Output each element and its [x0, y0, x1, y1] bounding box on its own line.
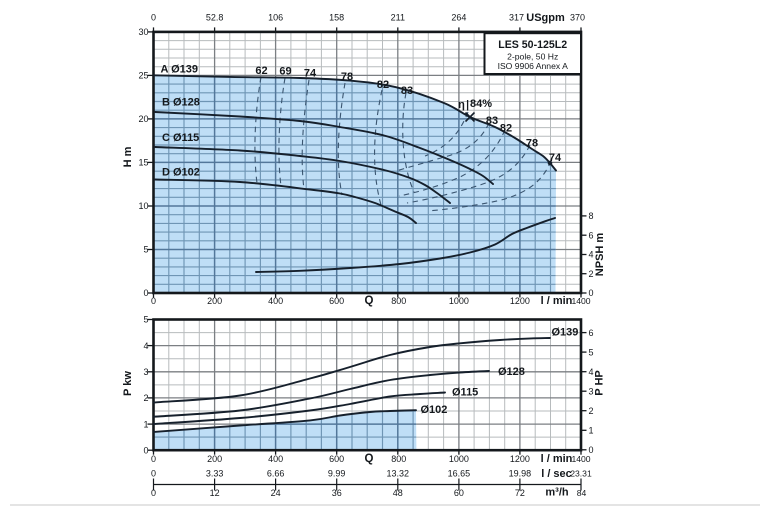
svg-text:82: 82	[377, 79, 389, 91]
svg-text:78: 78	[341, 71, 353, 83]
svg-text:0: 0	[589, 445, 594, 455]
svg-text:NPSH m: NPSH m	[594, 233, 606, 277]
svg-text:6.66: 6.66	[267, 468, 285, 478]
svg-text:74: 74	[549, 152, 562, 164]
svg-text:l / min: l / min	[541, 295, 573, 307]
svg-text:264: 264	[451, 13, 466, 23]
svg-text:0: 0	[151, 468, 156, 478]
svg-text:19.98: 19.98	[509, 468, 532, 478]
svg-text:83: 83	[486, 115, 498, 127]
svg-text:25: 25	[138, 71, 148, 81]
svg-text:36: 36	[332, 488, 342, 498]
svg-text:158: 158	[329, 13, 344, 23]
svg-text:1200: 1200	[510, 454, 530, 464]
svg-text:Q: Q	[365, 295, 374, 307]
svg-text:2: 2	[589, 269, 594, 279]
svg-text:370: 370	[570, 13, 585, 23]
svg-text:3.33: 3.33	[206, 468, 224, 478]
svg-text:B Ø128: B Ø128	[162, 97, 200, 109]
svg-text:LES 50-125L2: LES 50-125L2	[498, 39, 567, 51]
svg-text:Ø128: Ø128	[498, 366, 525, 378]
svg-text:1400: 1400	[571, 296, 590, 306]
svg-text:52.8: 52.8	[206, 13, 224, 23]
svg-text:62: 62	[255, 65, 267, 77]
svg-text:USgpm: USgpm	[526, 12, 565, 24]
svg-text:5: 5	[143, 245, 148, 255]
svg-text:1000: 1000	[449, 296, 469, 306]
svg-text:Ø115: Ø115	[452, 387, 478, 399]
svg-text:3: 3	[143, 367, 148, 377]
svg-text:600: 600	[329, 454, 344, 464]
svg-text:H m: H m	[122, 146, 134, 167]
svg-text:A Ø139: A Ø139	[161, 64, 199, 76]
svg-text:84: 84	[577, 488, 587, 498]
svg-text:1: 1	[589, 426, 594, 436]
svg-text:13.32: 13.32	[387, 468, 410, 478]
svg-text:106: 106	[268, 13, 283, 23]
svg-text:D Ø102: D Ø102	[162, 167, 200, 179]
svg-text:211: 211	[391, 13, 405, 23]
svg-text:12: 12	[210, 488, 220, 498]
svg-text:1000: 1000	[449, 454, 469, 464]
svg-text:24: 24	[271, 488, 281, 498]
svg-text:317: 317	[509, 13, 524, 23]
svg-text:1400: 1400	[571, 454, 590, 464]
svg-text:0: 0	[151, 13, 156, 23]
svg-text:20: 20	[138, 114, 148, 124]
svg-text:83: 83	[401, 85, 413, 97]
svg-text:l / sec: l / sec	[541, 468, 572, 480]
svg-text:400: 400	[268, 454, 283, 464]
svg-text:Ø102: Ø102	[421, 404, 448, 416]
svg-text:m³/h: m³/h	[545, 487, 569, 499]
svg-text:30: 30	[138, 27, 148, 37]
svg-text:η: η	[458, 99, 465, 111]
svg-text:23.31: 23.31	[570, 468, 592, 478]
svg-text:400: 400	[268, 296, 283, 306]
svg-text:15: 15	[138, 158, 148, 168]
svg-text:Ø139: Ø139	[552, 327, 579, 339]
svg-text:1: 1	[143, 419, 148, 429]
svg-text:16.65: 16.65	[448, 468, 471, 478]
svg-text:60: 60	[454, 488, 464, 498]
svg-text:5: 5	[143, 315, 148, 325]
svg-text:5: 5	[589, 347, 594, 357]
svg-text:9.99: 9.99	[328, 468, 346, 478]
svg-text:0: 0	[143, 445, 148, 455]
svg-text:4: 4	[143, 341, 148, 351]
svg-text:600: 600	[329, 296, 344, 306]
svg-text:2-pole, 50 Hz: 2-pole, 50 Hz	[507, 51, 558, 61]
svg-text:200: 200	[207, 296, 222, 306]
svg-text:P HP: P HP	[594, 370, 606, 395]
svg-text:72: 72	[515, 488, 525, 498]
svg-text:48: 48	[393, 488, 403, 498]
svg-text:800: 800	[391, 454, 406, 464]
svg-text:69: 69	[279, 66, 291, 78]
svg-text:0: 0	[151, 454, 156, 464]
svg-text:74: 74	[304, 68, 317, 80]
svg-text:800: 800	[391, 296, 406, 306]
svg-text:0: 0	[151, 488, 156, 498]
svg-text:C Ø115: C Ø115	[162, 132, 199, 144]
svg-text:P kw: P kw	[122, 371, 134, 396]
svg-text:l / min: l / min	[541, 453, 573, 465]
svg-text:10: 10	[138, 201, 148, 211]
svg-text:1200: 1200	[510, 296, 530, 306]
svg-text:6: 6	[589, 328, 594, 338]
svg-text:Q: Q	[365, 453, 374, 465]
svg-text:0: 0	[589, 288, 594, 298]
svg-text:4: 4	[589, 367, 594, 377]
svg-text:0: 0	[151, 296, 156, 306]
svg-text:4: 4	[589, 250, 594, 260]
svg-text:84%: 84%	[470, 98, 492, 110]
svg-text:200: 200	[207, 454, 222, 464]
svg-text:0: 0	[143, 288, 148, 298]
svg-text:ISO 9906 Annex A: ISO 9906 Annex A	[498, 61, 569, 71]
svg-text:2: 2	[589, 406, 594, 416]
svg-text:6: 6	[589, 230, 594, 240]
svg-text:78: 78	[526, 138, 538, 150]
svg-text:2: 2	[143, 393, 148, 403]
svg-text:8: 8	[589, 211, 594, 221]
svg-text:3: 3	[589, 386, 594, 396]
svg-text:82: 82	[500, 123, 512, 135]
